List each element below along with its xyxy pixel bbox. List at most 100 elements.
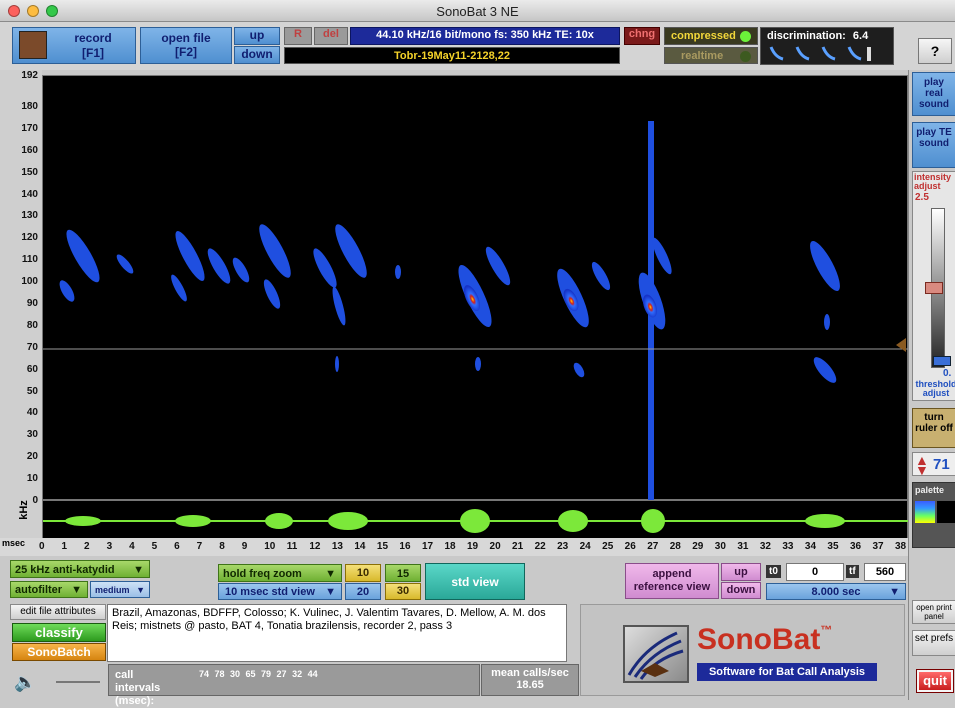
realtime-toggle[interactable]: realtime xyxy=(664,47,758,64)
reference-up-button[interactable]: up xyxy=(721,563,761,581)
edit-file-attributes-button[interactable]: edit file attributes xyxy=(10,604,106,620)
close-button[interactable] xyxy=(8,5,20,17)
x-tick-label: 4 xyxy=(129,541,135,552)
y-tick-label: 160 xyxy=(21,144,38,156)
waveform-trace xyxy=(43,509,909,533)
compressed-toggle[interactable]: compressed xyxy=(664,27,758,45)
append-reference-view-button[interactable]: append reference view xyxy=(625,563,719,599)
help-button[interactable]: ? xyxy=(918,38,952,64)
x-tick-label: 30 xyxy=(714,541,726,552)
r-button[interactable]: R xyxy=(284,27,312,45)
x-tick-label: 29 xyxy=(692,541,704,552)
open-print-panel-button[interactable]: open print panel xyxy=(912,600,955,624)
turn-ruler-off-button[interactable]: turn ruler off xyxy=(912,408,955,448)
x-tick-label: 18 xyxy=(444,541,456,552)
stepper-arrows-icon[interactable]: ▲ ▼ xyxy=(915,452,929,478)
x-tick-label: 7 xyxy=(196,541,203,552)
set-prefs-button[interactable]: set prefs xyxy=(912,630,955,656)
chng-button[interactable]: chng xyxy=(624,27,660,45)
x-tick-label: 36 xyxy=(849,541,862,552)
zoom-button[interactable] xyxy=(46,5,58,17)
file-attributes-text[interactable]: Brazil, Amazonas, BDFFP, Colosso; K. Vul… xyxy=(107,604,567,662)
ruler-stepper[interactable]: ▲ ▼ 71 xyxy=(912,452,955,478)
chevron-down-icon: ▼ xyxy=(325,568,336,580)
duration-select[interactable]: 8.000 sec ▼ xyxy=(766,583,906,600)
zoom-30-button[interactable]: 30 xyxy=(385,583,421,600)
y-tick-label: 130 xyxy=(21,210,38,222)
sonobatch-button[interactable]: SonoBatch xyxy=(12,643,106,661)
x-tick-label: 22 xyxy=(534,541,546,552)
classify-button[interactable]: classify xyxy=(12,623,106,642)
y-tick-label: 60 xyxy=(26,363,38,375)
zoom-10-button[interactable]: 10 xyxy=(345,564,381,582)
compressed-indicator-icon xyxy=(740,31,751,42)
play-te-sound-button[interactable]: play TE sound xyxy=(912,122,955,168)
file-name: Tobr-19May11-2128,22 xyxy=(284,47,620,64)
chevron-down-icon: ▼ xyxy=(71,584,82,596)
file-up-button[interactable]: up xyxy=(234,27,280,45)
open-file-button[interactable]: open file [F2] xyxy=(140,27,232,64)
y-tick-label: 110 xyxy=(21,254,38,266)
y-tick-label: 30 xyxy=(26,429,38,441)
del-button[interactable]: del xyxy=(314,27,348,45)
filter-label: 25 kHz anti-katydid xyxy=(15,564,115,576)
x-tick-label: 21 xyxy=(512,541,524,552)
x-tick-label: 3 xyxy=(106,541,113,552)
ruler-handle-icon[interactable] xyxy=(896,338,906,352)
threshold-value: 0. xyxy=(943,368,952,379)
play-real-sound-button[interactable]: play real sound xyxy=(912,72,955,116)
medium-label: medium xyxy=(95,585,130,595)
std-view-button[interactable]: std view xyxy=(425,563,525,600)
palette-swatch-dark[interactable] xyxy=(937,501,955,523)
autofilter-label: autofilter xyxy=(15,584,63,596)
call-intervals-values: 74 78 30 65 79 27 32 44 xyxy=(199,669,318,679)
filter-select[interactable]: 25 kHz anti-katydid ▼ xyxy=(10,560,150,578)
tf-field[interactable]: 560 xyxy=(864,563,906,581)
y-tick-label: 192 xyxy=(21,70,38,81)
y-tick-label: 120 xyxy=(21,232,38,244)
hold-freq-zoom-select[interactable]: hold freq zoom ▼ xyxy=(218,564,342,582)
discrimination-panel: discrimination: 6.4 xyxy=(760,27,894,65)
y-tick-label: 170 xyxy=(21,122,38,134)
x-axis: msec 0 1 2 3 4 5 6 7 8 9 10 11 12 13 14 15 16 17 18 19 20 21 2… xyxy=(0,538,910,556)
record-button[interactable]: record [F1] xyxy=(12,27,136,64)
spectrogram-view[interactable] xyxy=(42,75,909,501)
x-tick-label: 31 xyxy=(737,541,749,552)
intensity-label: intensity adjust xyxy=(914,172,952,191)
file-down-button[interactable]: down xyxy=(234,46,280,64)
x-tick-label: 10 xyxy=(264,541,276,552)
x-axis-unit: msec xyxy=(2,538,26,548)
intensity-knob-icon[interactable] xyxy=(925,282,943,294)
record-icon xyxy=(19,31,47,59)
x-tick-label: 33 xyxy=(782,541,794,552)
x-tick-label: 14 xyxy=(354,541,366,552)
duration-label: 8.000 sec xyxy=(811,586,861,598)
medium-select[interactable]: medium ▼ xyxy=(90,581,150,598)
volume-slider[interactable] xyxy=(56,681,100,683)
y-tick-label: 70 xyxy=(26,341,38,353)
std-view-select[interactable]: 10 msec std view ▼ xyxy=(218,583,342,600)
y-tick-label: 140 xyxy=(21,188,38,200)
reference-down-button[interactable]: down xyxy=(721,582,761,599)
chevron-down-icon: ▼ xyxy=(133,564,144,576)
x-tick-label: 27 xyxy=(647,541,659,552)
autofilter-select[interactable]: autofilter ▼ xyxy=(10,581,88,598)
quit-button[interactable]: quit xyxy=(916,669,954,693)
x-tick-label: 6 xyxy=(174,541,180,552)
discrimination-label: discrimination: xyxy=(767,30,846,42)
ruler-value: 71 xyxy=(933,456,950,473)
x-tick-label: 19 xyxy=(467,541,479,552)
threshold-knob-icon[interactable] xyxy=(933,356,951,366)
zoom-15-button[interactable]: 15 xyxy=(385,564,421,582)
x-tick-label: 23 xyxy=(557,541,569,552)
y-axis xyxy=(0,70,42,540)
speaker-icon[interactable]: 🔈 xyxy=(14,672,37,692)
title-bar: SonoBat 3 NE xyxy=(0,0,955,22)
minimize-button[interactable] xyxy=(27,5,39,17)
t0-field[interactable]: 0 xyxy=(786,563,844,581)
palette-swatch[interactable] xyxy=(915,501,935,523)
zoom-20-button[interactable]: 20 xyxy=(345,583,381,600)
threshold-label: threshold adjust xyxy=(915,379,955,398)
y-tick-label: 90 xyxy=(26,298,38,309)
call-thumbnails-icon xyxy=(769,46,871,61)
